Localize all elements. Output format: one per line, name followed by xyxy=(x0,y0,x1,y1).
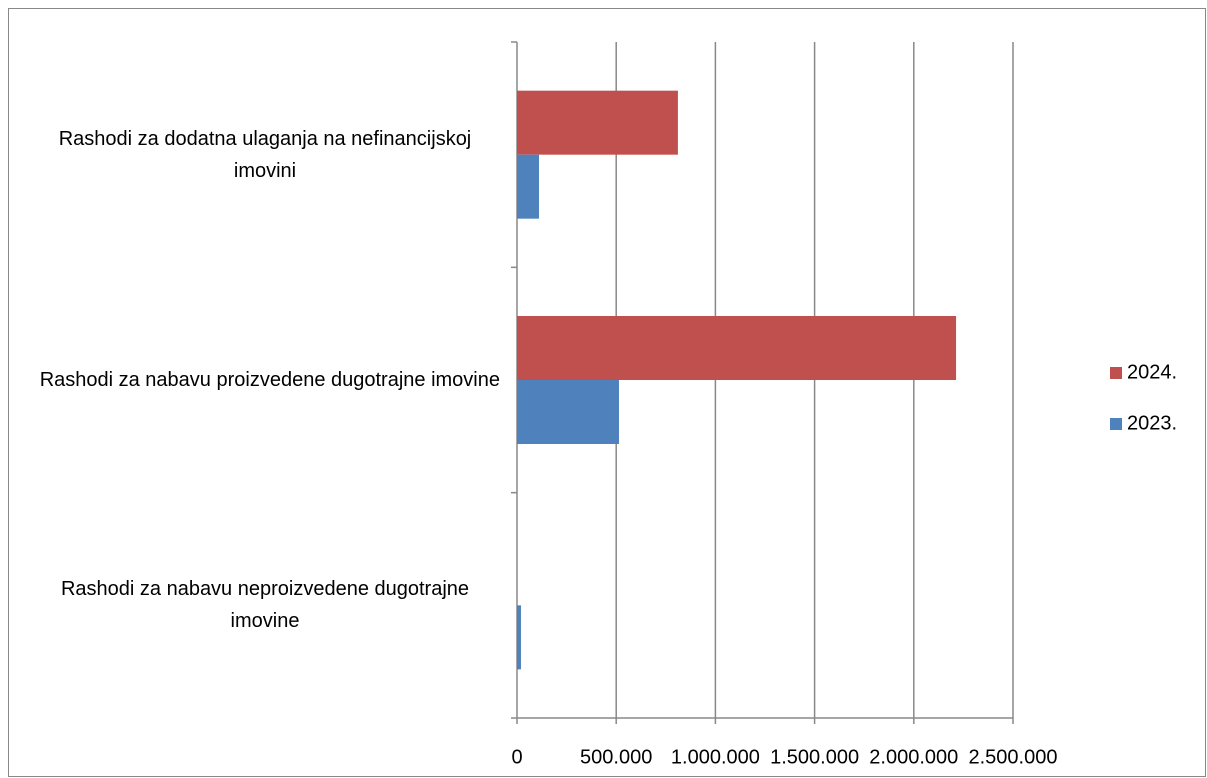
y-tick-label: Rashodi za dodatna ulaganja na nefinanci… xyxy=(58,127,472,182)
chart-border xyxy=(8,8,1206,777)
bar xyxy=(517,605,521,670)
x-tick-label: 1.000.000 xyxy=(671,746,760,768)
legend-swatch xyxy=(1110,367,1122,379)
y-tick-label: Rashodi za nabavu proizvedene dugotrajne… xyxy=(39,369,500,391)
x-tick-label: 500.000 xyxy=(580,746,652,768)
legend-label: 2023. xyxy=(1127,412,1177,434)
bar xyxy=(517,316,957,380)
x-tick-label: 0 xyxy=(511,746,522,768)
y-tick-label: Rashodi za nabavu neproizvedene dugotraj… xyxy=(60,578,470,633)
bar xyxy=(517,90,678,155)
x-tick-label: 2.000.000 xyxy=(869,746,958,768)
bar xyxy=(517,380,619,444)
legend-label: 2024. xyxy=(1127,361,1177,383)
bar xyxy=(517,154,540,219)
legend-swatch xyxy=(1110,418,1122,430)
x-tick-label: 2.500.000 xyxy=(969,746,1058,768)
x-tick-label: 1.500.000 xyxy=(770,746,859,768)
